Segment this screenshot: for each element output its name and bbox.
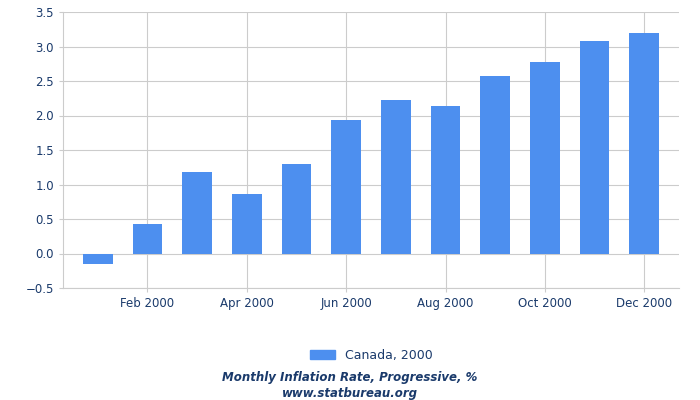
Bar <box>530 62 560 254</box>
Bar <box>331 120 361 254</box>
Legend: Canada, 2000: Canada, 2000 <box>304 344 438 367</box>
Bar <box>580 41 610 254</box>
Text: Monthly Inflation Rate, Progressive, %: Monthly Inflation Rate, Progressive, % <box>223 372 477 384</box>
Bar <box>629 33 659 254</box>
Bar <box>182 172 212 254</box>
Bar <box>132 224 162 254</box>
Text: www.statbureau.org: www.statbureau.org <box>282 388 418 400</box>
Bar <box>83 254 113 264</box>
Bar <box>480 76 510 254</box>
Bar <box>232 194 262 254</box>
Bar <box>381 100 411 254</box>
Bar <box>430 106 461 254</box>
Bar <box>281 164 312 254</box>
